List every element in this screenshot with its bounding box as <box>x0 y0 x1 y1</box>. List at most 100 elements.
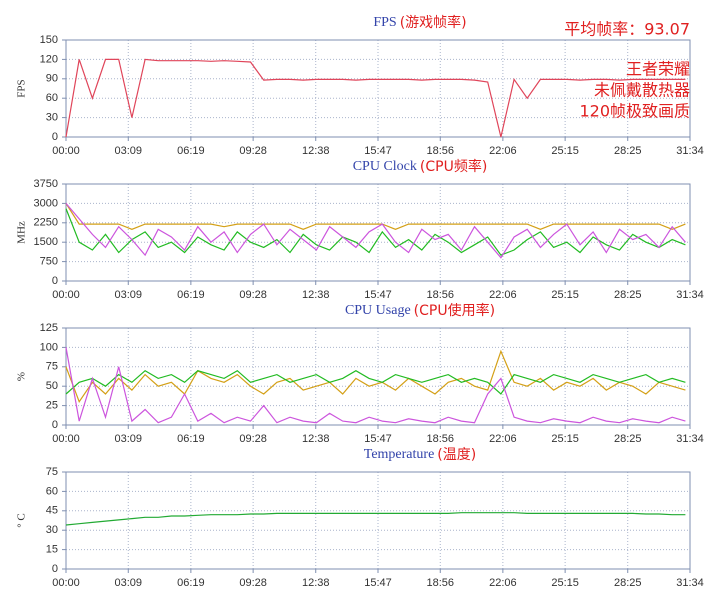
chart-title: Temperature (温度) <box>364 447 476 463</box>
plot-frame <box>65 39 691 138</box>
x-tick-label: 22:06 <box>489 145 517 157</box>
chart-panel: FPS (游戏帧率) FPS 0 30 60 90 120 150 00:00 03:09 06:19… <box>16 14 704 157</box>
x-tick-label: 09:28 <box>239 433 267 445</box>
y-axis-label: % <box>16 372 28 381</box>
x-tick-label: 15:47 <box>364 433 392 445</box>
x-tick-label: 22:06 <box>489 289 517 301</box>
y-tick-label: 3000 <box>34 197 58 209</box>
chart-panel: CPU Clock (CPU频率) MHz 0 750 1500 2250 3000 3750 0… <box>16 158 704 301</box>
series-line <box>65 512 686 526</box>
y-tick-label: 30 <box>46 112 58 124</box>
y-tick-label: 90 <box>46 73 58 85</box>
y-tick-label: 120 <box>40 53 58 65</box>
y-tick-label: 50 <box>46 380 58 392</box>
x-tick-label: 31:34 <box>676 433 704 445</box>
x-tick-label: 00:00 <box>52 577 80 589</box>
x-tick-label: 18:56 <box>427 577 455 589</box>
x-tick-label: 18:56 <box>427 289 455 301</box>
title-note: (游戏帧率) <box>400 14 467 31</box>
y-axis-label: MHz <box>16 221 28 244</box>
series-line <box>65 369 686 395</box>
x-tick-label: 18:56 <box>427 145 455 157</box>
x-tick-label: 06:19 <box>177 433 205 445</box>
series-line <box>65 203 686 259</box>
y-tick-label: 75 <box>46 466 58 478</box>
title-main: CPU Clock <box>353 159 417 174</box>
x-tick-label: 03:09 <box>115 577 143 589</box>
x-tick-label: 09:28 <box>239 289 267 301</box>
series-line <box>65 347 686 424</box>
series-line <box>65 203 686 230</box>
series-line <box>65 208 686 256</box>
y-tick-label: 45 <box>46 505 58 517</box>
x-tick-label: 28:25 <box>614 577 642 589</box>
y-tick-label: 2250 <box>34 217 58 229</box>
chart-panel: Temperature (温度) ° C 0 15 30 45 60 75 00:00 03:09 0… <box>16 447 704 589</box>
plot-frame <box>65 471 691 570</box>
x-tick-label: 06:19 <box>177 577 205 589</box>
x-tick-label: 00:00 <box>52 289 80 301</box>
y-tick-label: 0 <box>52 131 58 143</box>
x-tick-label: 25:15 <box>551 577 579 589</box>
plot-frame <box>65 183 691 282</box>
x-tick-label: 06:19 <box>177 289 205 301</box>
y-tick-label: 1500 <box>34 236 58 248</box>
y-tick-label: 100 <box>40 341 58 353</box>
y-axis-label: ° C <box>16 513 28 528</box>
x-tick-label: 25:15 <box>551 289 579 301</box>
series-line <box>65 349 686 403</box>
x-tick-label: 09:28 <box>239 577 267 589</box>
y-tick-label: 0 <box>52 275 58 287</box>
series-line <box>65 58 686 138</box>
chart-title: CPU Clock (CPU频率) <box>353 158 488 175</box>
chart-title: FPS (游戏帧率) <box>373 14 466 31</box>
x-tick-label: 15:47 <box>364 289 392 301</box>
title-main: FPS <box>373 15 396 30</box>
annotation: 120帧极致画质 <box>579 102 690 121</box>
x-tick-label: 15:47 <box>364 577 392 589</box>
y-tick-label: 750 <box>40 256 58 268</box>
x-tick-label: 03:09 <box>115 433 143 445</box>
y-tick-label: 125 <box>40 322 58 334</box>
y-tick-label: 30 <box>46 524 58 536</box>
y-tick-label: 15 <box>46 544 58 556</box>
chart-panel: CPU Usage (CPU使用率)% 0 25 50 75 100 125 00:00 03:0… <box>16 302 704 445</box>
y-tick-label: 25 <box>46 400 58 412</box>
x-tick-label: 12:38 <box>302 289 330 301</box>
x-tick-label: 15:47 <box>364 145 392 157</box>
x-tick-label: 00:00 <box>52 145 80 157</box>
x-tick-label: 25:15 <box>551 145 579 157</box>
title-main: CPU Usage <box>345 303 411 318</box>
x-tick-label: 28:25 <box>614 289 642 301</box>
annotation: 王者荣耀 <box>626 60 690 79</box>
x-tick-label: 18:56 <box>427 433 455 445</box>
x-tick-label: 03:09 <box>115 145 143 157</box>
y-tick-label: 60 <box>46 485 58 497</box>
y-tick-label: 75 <box>46 361 58 373</box>
x-tick-label: 00:00 <box>52 433 80 445</box>
x-tick-label: 12:38 <box>302 145 330 157</box>
annotation: 平均帧率：93.07 <box>564 20 690 39</box>
x-tick-label: 22:06 <box>489 433 517 445</box>
y-tick-label: 0 <box>52 419 58 431</box>
plot-frame <box>65 327 691 426</box>
x-tick-label: 28:25 <box>614 145 642 157</box>
x-tick-label: 31:34 <box>676 577 704 589</box>
chart-title: CPU Usage (CPU使用率) <box>345 302 495 319</box>
x-tick-label: 31:34 <box>676 289 704 301</box>
x-tick-label: 12:38 <box>302 577 330 589</box>
x-tick-label: 25:15 <box>551 433 579 445</box>
x-tick-label: 12:38 <box>302 433 330 445</box>
title-note: (温度) <box>437 447 476 463</box>
x-tick-label: 09:28 <box>239 145 267 157</box>
annotation: 未佩戴散热器 <box>594 81 690 100</box>
x-tick-label: 28:25 <box>614 433 642 445</box>
title-main: Temperature <box>364 447 435 462</box>
y-tick-label: 60 <box>46 92 58 104</box>
title-note: (CPU频率) <box>420 158 487 175</box>
x-tick-label: 31:34 <box>676 145 704 157</box>
y-tick-label: 150 <box>40 34 58 46</box>
y-axis-label: FPS <box>16 79 28 97</box>
x-tick-label: 03:09 <box>115 289 143 301</box>
